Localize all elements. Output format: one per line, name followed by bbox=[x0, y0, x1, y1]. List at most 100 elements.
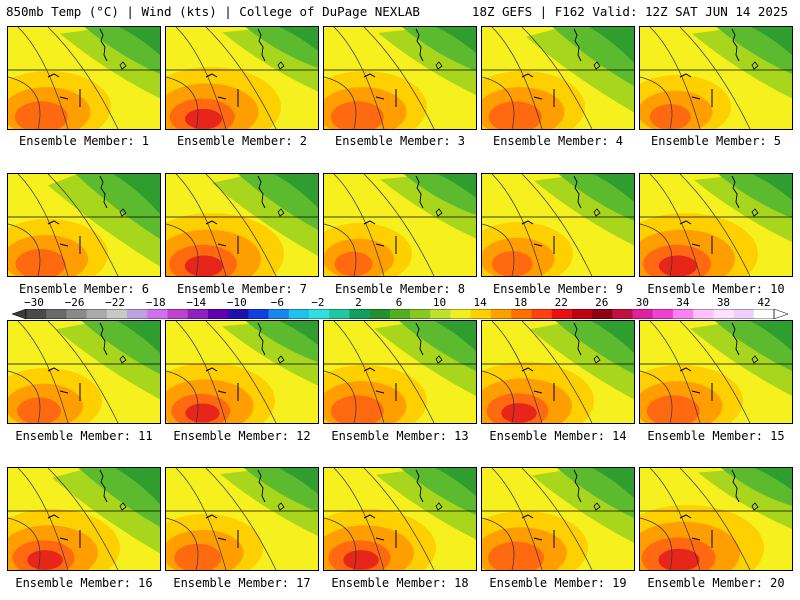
temperature-map bbox=[324, 174, 476, 276]
colorbar-swatch bbox=[531, 309, 552, 319]
ensemble-panel-20 bbox=[639, 467, 793, 571]
ensemble-member-label: Ensemble Member: 7 bbox=[176, 282, 308, 296]
colorbar-swatch bbox=[127, 309, 148, 319]
colorbar-tick-label: 14 bbox=[473, 296, 487, 309]
colorbar-swatch bbox=[490, 309, 512, 319]
ensemble-panel-10 bbox=[639, 173, 793, 277]
colorbar-swatch bbox=[511, 309, 532, 319]
ensemble-member-label: Ensemble Member: 12 bbox=[173, 429, 311, 443]
ensemble-panel-3 bbox=[323, 26, 477, 130]
temperature-map bbox=[482, 321, 634, 423]
colorbar-swatch bbox=[410, 309, 431, 319]
ensemble-member-label: Ensemble Member: 5 bbox=[650, 134, 782, 148]
ensemble-member-label: Ensemble Member: 9 bbox=[492, 282, 624, 296]
colorbar-tick-label: −14 bbox=[186, 296, 207, 309]
colorbar-tick-labels: −30 −26 −22 −18 −14 −10 −6 −2 2 6 10 14 18 22 26 30 34 38… bbox=[0, 296, 800, 310]
colorbar-tick-label: −30 bbox=[24, 296, 44, 309]
temperature-map bbox=[324, 468, 476, 570]
colorbar-tick-label: −2 bbox=[311, 296, 325, 309]
colorbar-swatch bbox=[248, 309, 269, 319]
ensemble-member-label: Ensemble Member: 2 bbox=[176, 134, 308, 148]
colorbar-swatch bbox=[450, 309, 472, 319]
temperature-map bbox=[8, 321, 160, 423]
colorbar-swatch bbox=[612, 309, 633, 319]
ensemble-panel-7 bbox=[165, 173, 319, 277]
colorbar-tick-label: 42 bbox=[757, 296, 771, 309]
ensemble-member-label: Ensemble Member: 18 bbox=[331, 576, 469, 590]
ensemble-member-label: Ensemble Member: 11 bbox=[15, 429, 153, 443]
ensemble-panel-11 bbox=[7, 320, 161, 424]
ensemble-panel-12 bbox=[165, 320, 319, 424]
colorbar-swatch bbox=[349, 309, 370, 319]
colorbar-tick-label: −10 bbox=[226, 296, 247, 309]
temperature-map bbox=[166, 468, 318, 570]
ensemble-member-label: Ensemble Member: 19 bbox=[489, 576, 627, 590]
temperature-map bbox=[324, 321, 476, 423]
colorbar-swatch bbox=[369, 309, 391, 319]
colorbar-swatch bbox=[86, 309, 108, 319]
ensemble-panel-1 bbox=[7, 26, 161, 130]
temperature-map bbox=[166, 174, 318, 276]
colorbar-swatch bbox=[672, 309, 694, 319]
ensemble-member-label: Ensemble Member: 16 bbox=[15, 576, 153, 590]
temperature-map bbox=[640, 468, 792, 570]
colorbar-tick-label: 34 bbox=[676, 296, 690, 309]
temperature-map bbox=[8, 174, 160, 276]
colorbar-min-arrow bbox=[12, 309, 27, 319]
ensemble-member-label: Ensemble Member: 14 bbox=[489, 429, 627, 443]
ensemble-panel-2 bbox=[165, 26, 319, 130]
temperature-map bbox=[482, 174, 634, 276]
colorbar-swatch bbox=[329, 309, 350, 319]
colorbar-tick-label: −18 bbox=[145, 296, 166, 309]
ensemble-member-label: Ensemble Member: 8 bbox=[334, 282, 466, 296]
colorbar-tick-label: −26 bbox=[64, 296, 85, 309]
ensemble-member-label: Ensemble Member: 15 bbox=[647, 429, 785, 443]
colorbar-tick-label: 22 bbox=[554, 296, 568, 309]
ensemble-panel-5 bbox=[639, 26, 793, 130]
ensemble-panel-19 bbox=[481, 467, 635, 571]
ensemble-panel-9 bbox=[481, 173, 635, 277]
ensemble-panel-15 bbox=[639, 320, 793, 424]
colorbar-swatch bbox=[632, 309, 654, 319]
ensemble-member-label: Ensemble Member: 20 bbox=[647, 576, 785, 590]
colorbar-swatch bbox=[693, 309, 714, 319]
colorbar-swatch bbox=[713, 309, 734, 319]
run-valid-time: 18Z GEFS | F162 Valid: 12Z SAT JUN 14 20… bbox=[471, 4, 788, 19]
ensemble-panel-18 bbox=[323, 467, 477, 571]
colorbar-swatch bbox=[268, 309, 290, 319]
colorbar-swatch bbox=[430, 309, 451, 319]
colorbar-swatch bbox=[147, 309, 168, 319]
colorbar-tick-label: −6 bbox=[270, 296, 284, 309]
ensemble-member-label: Ensemble Member: 13 bbox=[331, 429, 469, 443]
ensemble-member-label: Ensemble Member: 10 bbox=[647, 282, 785, 296]
temperature-map bbox=[640, 174, 792, 276]
ensemble-panel-17 bbox=[165, 467, 319, 571]
colorbar-tick-label: 6 bbox=[395, 296, 403, 309]
colorbar-swatch bbox=[187, 309, 209, 319]
colorbar-tick-label: 18 bbox=[514, 296, 528, 309]
colorbar-swatch bbox=[228, 309, 249, 319]
ensemble-panel-8 bbox=[323, 173, 477, 277]
colorbar-swatch bbox=[26, 309, 47, 319]
ensemble-panel-4 bbox=[481, 26, 635, 130]
temperature-colorbar bbox=[12, 309, 788, 319]
ensemble-panel-6 bbox=[7, 173, 161, 277]
ensemble-panel-14 bbox=[481, 320, 635, 424]
ensemble-member-label: Ensemble Member: 1 bbox=[18, 134, 150, 148]
ensemble-panel-13 bbox=[323, 320, 477, 424]
temperature-map bbox=[640, 27, 792, 129]
colorbar-max-arrow bbox=[773, 309, 788, 319]
colorbar-swatch bbox=[106, 309, 128, 319]
temperature-map bbox=[8, 27, 160, 129]
colorbar-tick-label: 30 bbox=[635, 296, 649, 309]
colorbar-swatch bbox=[470, 309, 492, 319]
ensemble-member-label: Ensemble Member: 6 bbox=[18, 282, 150, 296]
colorbar-tick-label: 38 bbox=[716, 296, 731, 309]
ensemble-member-label: Ensemble Member: 3 bbox=[334, 134, 466, 148]
ensemble-panel-16 bbox=[7, 467, 161, 571]
colorbar-tick-label: 26 bbox=[595, 296, 609, 309]
colorbar-swatch bbox=[652, 309, 674, 319]
temperature-map bbox=[8, 468, 160, 570]
temperature-map bbox=[324, 27, 476, 129]
colorbar-swatch bbox=[207, 309, 229, 319]
